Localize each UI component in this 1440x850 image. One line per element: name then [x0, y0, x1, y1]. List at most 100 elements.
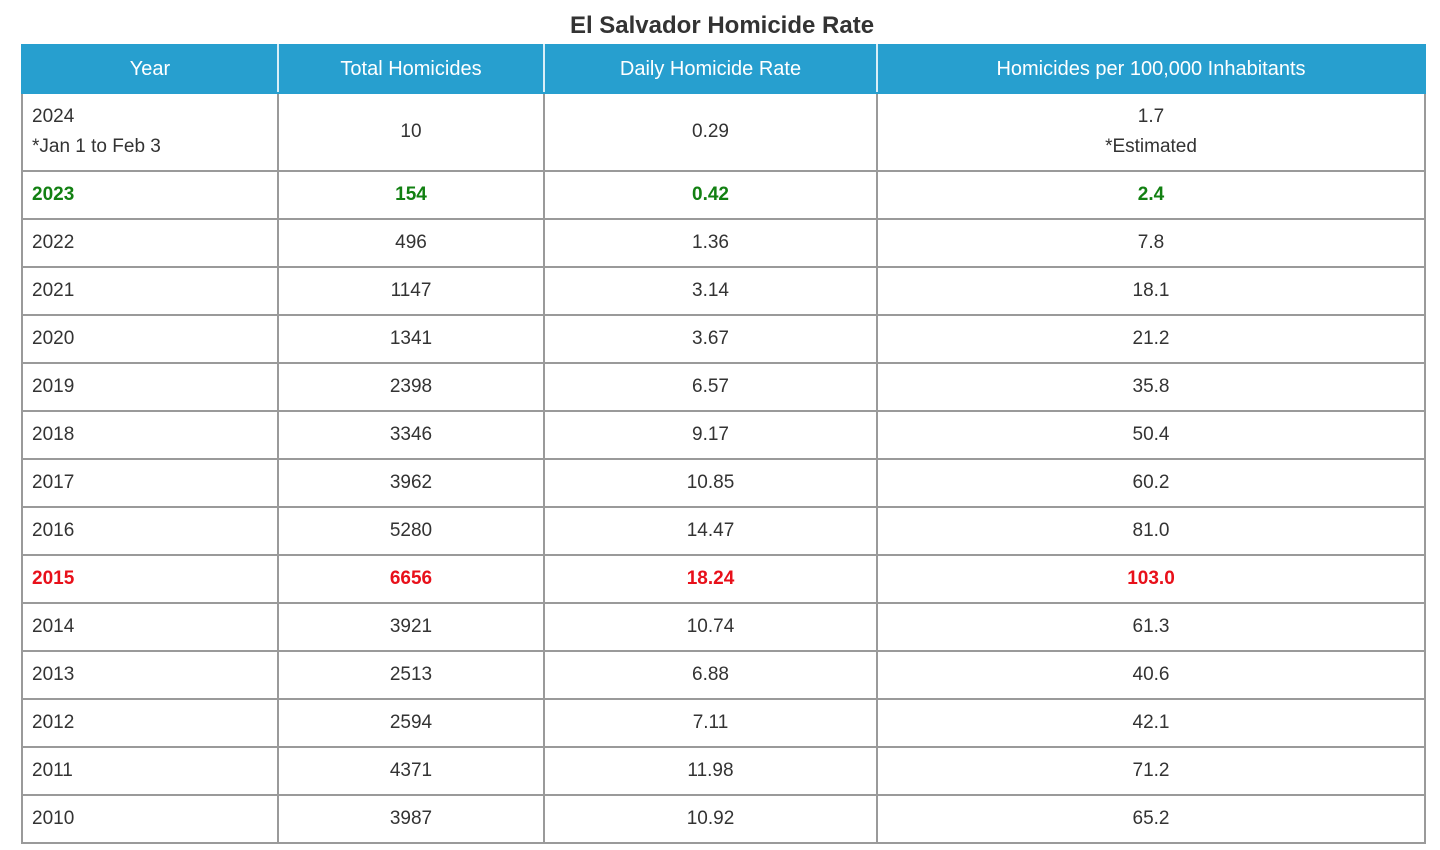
cell-total-homicides-value: 3962 — [389, 472, 433, 493]
cell-per-100k-value: 42.1 — [1132, 712, 1170, 733]
cell-total-homicides-value: 1147 — [390, 280, 432, 301]
cell-daily-rate-value: 18.24 — [686, 568, 735, 589]
cell-total-homicides-value: 3921 — [389, 616, 433, 637]
cell-total-homicides: 2513 — [277, 650, 545, 700]
cell-daily-rate: 18.24 — [543, 554, 878, 604]
cell-year: 2013 — [21, 650, 279, 700]
cell-total-homicides: 2398 — [277, 362, 545, 412]
header-row: Year Total Homicides Daily Homicide Rate… — [21, 44, 1426, 94]
cell-daily-rate: 6.88 — [543, 650, 878, 700]
cell-year: 2024 *Jan 1 to Feb 3 — [21, 92, 279, 172]
cell-total-homicides: 4371 — [277, 746, 545, 796]
cell-year-value: 2010 — [32, 808, 75, 829]
cell-total-homicides-value: 2398 — [389, 376, 433, 397]
cell-daily-rate: 10.92 — [543, 794, 878, 844]
table-row: 2012 2594 7.11 42.1 — [21, 698, 1426, 748]
cell-year-value: 2011 — [32, 760, 73, 781]
cell-year-value: 2022 — [32, 232, 75, 253]
cell-daily-rate-value: 3.14 — [692, 280, 729, 301]
cell-year-note: *Jan 1 to Feb 3 — [32, 136, 161, 157]
table-row: 2024 *Jan 1 to Feb 3 10 0.29 1.7 *Estimated — [21, 92, 1426, 172]
cell-total-homicides: 3962 — [277, 458, 545, 508]
cell-year: 2017 — [21, 458, 279, 508]
cell-total-homicides: 3987 — [277, 794, 545, 844]
cell-per-100k-value: 40.6 — [1132, 664, 1170, 685]
header-year: Year — [21, 44, 279, 94]
cell-year: 2010 — [21, 794, 279, 844]
cell-per-100k-value: 60.2 — [1132, 472, 1170, 493]
cell-per-100k: 65.2 — [876, 794, 1426, 844]
table-row: 2023 154 0.42 2.4 — [21, 170, 1426, 220]
cell-total-homicides: 154 — [277, 170, 545, 220]
cell-per-100k-value: 35.8 — [1132, 376, 1170, 397]
cell-per-100k: 42.1 — [876, 698, 1426, 748]
cell-per-100k-value: 7.8 — [1137, 232, 1165, 253]
cell-year-value: 2016 — [32, 520, 75, 541]
cell-daily-rate-value: 6.88 — [692, 664, 729, 685]
cell-total-homicides: 2594 — [277, 698, 545, 748]
cell-total-homicides: 5280 — [277, 506, 545, 556]
table-row: 2022 496 1.36 7.8 — [21, 218, 1426, 268]
cell-total-homicides-value: 154 — [395, 184, 427, 205]
cell-per-100k-value: 65.2 — [1132, 808, 1170, 829]
cell-per-100k: 21.2 — [876, 314, 1426, 364]
cell-per-100k: 7.8 — [876, 218, 1426, 268]
cell-daily-rate: 10.85 — [543, 458, 878, 508]
table-row: 2010 3987 10.92 65.2 — [21, 794, 1426, 844]
cell-daily-rate: 3.14 — [543, 266, 878, 316]
cell-daily-rate-value: 14.47 — [686, 520, 735, 541]
cell-total-homicides-value: 4371 — [389, 760, 433, 781]
cell-per-100k-value: 81.0 — [1132, 520, 1170, 541]
cell-year-value: 2023 — [32, 184, 75, 205]
cell-daily-rate-value: 0.29 — [692, 121, 729, 142]
cell-year: 2014 — [21, 602, 279, 652]
cell-year: 2020 — [21, 314, 279, 364]
cell-per-100k-value: 2.4 — [1137, 184, 1165, 205]
cell-per-100k: 103.0 — [876, 554, 1426, 604]
cell-year: 2016 — [21, 506, 279, 556]
cell-per-100k: 1.7 *Estimated — [876, 92, 1426, 172]
chart-title: El Salvador Homicide Rate — [569, 12, 875, 39]
cell-year: 2018 — [21, 410, 279, 460]
cell-total-homicides-value: 6656 — [389, 568, 433, 589]
table-row: 2014 3921 10.74 61.3 — [21, 602, 1426, 652]
cell-year: 2015 — [21, 554, 279, 604]
cell-year-value: 2015 — [32, 568, 75, 589]
cell-total-homicides-value: 3346 — [389, 424, 433, 445]
cell-per-100k-note: *Estimated — [1105, 136, 1197, 157]
cell-year: 2011 — [21, 746, 279, 796]
table-row: 2018 3346 9.17 50.4 — [21, 410, 1426, 460]
cell-per-100k-value: 1.7 — [1137, 106, 1165, 127]
cell-year-value: 2014 — [32, 616, 75, 637]
cell-year-value: 2018 — [32, 424, 75, 445]
cell-year: 2021 — [21, 266, 279, 316]
cell-per-100k-value: 71.2 — [1132, 760, 1170, 781]
cell-per-100k-value: 50.4 — [1132, 424, 1170, 445]
cell-daily-rate-value: 7.11 — [692, 712, 729, 733]
table-row: 2013 2513 6.88 40.6 — [21, 650, 1426, 700]
cell-total-homicides-value: 2594 — [389, 712, 433, 733]
cell-year-value: 2013 — [32, 664, 75, 685]
cell-year-value: 2019 — [32, 376, 75, 397]
table-row: 2017 3962 10.85 60.2 — [21, 458, 1426, 508]
cell-year: 2023 — [21, 170, 279, 220]
cell-daily-rate-value: 10.92 — [686, 808, 735, 829]
cell-per-100k: 71.2 — [876, 746, 1426, 796]
cell-total-homicides: 496 — [277, 218, 545, 268]
cell-daily-rate: 1.36 — [543, 218, 878, 268]
cell-daily-rate: 14.47 — [543, 506, 878, 556]
table-row: 2011 4371 11.98 71.2 — [21, 746, 1426, 796]
table-row: 2021 1147 3.14 18.1 — [21, 266, 1426, 316]
table-row: 2020 1341 3.67 21.2 — [21, 314, 1426, 364]
cell-per-100k: 50.4 — [876, 410, 1426, 460]
cell-per-100k: 18.1 — [876, 266, 1426, 316]
table-body: 2024 *Jan 1 to Feb 3 10 0.29 1.7 *Estimated 20… — [21, 92, 1426, 844]
table-row: 2016 5280 14.47 81.0 — [21, 506, 1426, 556]
cell-daily-rate-value: 11.98 — [687, 760, 734, 781]
cell-daily-rate-value: 10.85 — [686, 472, 735, 493]
cell-daily-rate: 9.17 — [543, 410, 878, 460]
header-total-homicides: Total Homicides — [277, 44, 545, 94]
homicide-table: Year Total Homicides Daily Homicide Rate… — [21, 44, 1426, 844]
cell-daily-rate-value: 6.57 — [692, 376, 729, 397]
cell-year: 2019 — [21, 362, 279, 412]
